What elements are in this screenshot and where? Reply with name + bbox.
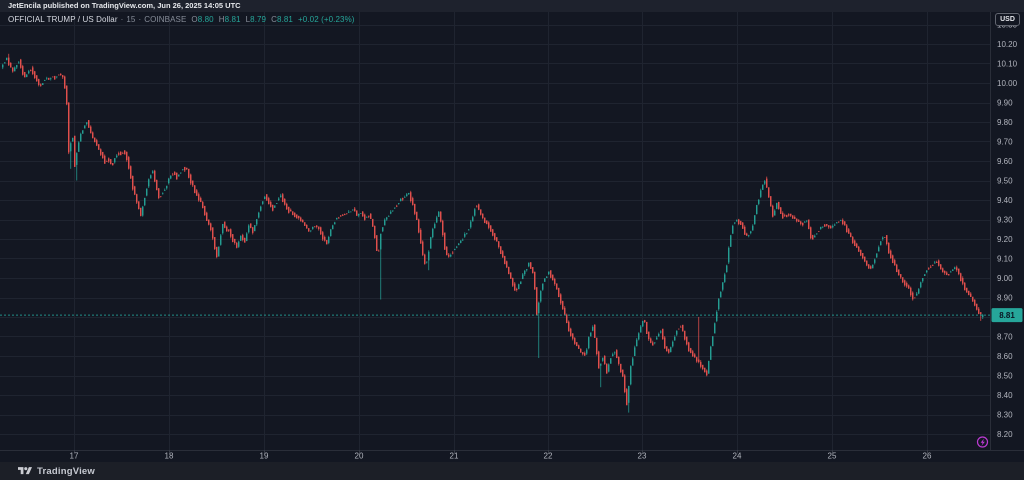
svg-text:9.40: 9.40 <box>997 196 1013 205</box>
gridlines <box>0 12 990 450</box>
svg-text:9.30: 9.30 <box>997 215 1013 224</box>
svg-text:8.90: 8.90 <box>997 293 1013 302</box>
svg-text:9.60: 9.60 <box>997 157 1013 166</box>
bottom-bar: TradingView <box>0 462 1024 480</box>
svg-text:18: 18 <box>165 452 174 461</box>
svg-text:8.20: 8.20 <box>997 430 1013 439</box>
svg-text:19: 19 <box>260 452 269 461</box>
svg-text:8.81: 8.81 <box>999 311 1015 320</box>
svg-text:9.90: 9.90 <box>997 98 1013 107</box>
svg-text:20: 20 <box>355 452 364 461</box>
publish-bar: JetEncila published on TradingView.com, … <box>0 0 1024 12</box>
svg-text:10.10: 10.10 <box>997 59 1018 68</box>
svg-text:10.20: 10.20 <box>997 40 1018 49</box>
price-axis[interactable] <box>991 12 1024 450</box>
svg-text:17: 17 <box>70 452 79 461</box>
svg-text:8.40: 8.40 <box>997 391 1013 400</box>
chart-legend: OFFICIAL TRUMP / US Dollar · 15 · COINBASE O8… <box>8 15 355 24</box>
change-value: +0.02 (+0.23%) <box>298 15 355 24</box>
svg-text:8.60: 8.60 <box>997 352 1013 361</box>
close-letter: C <box>271 15 278 24</box>
exchange-label: COINBASE <box>144 15 187 24</box>
svg-text:25: 25 <box>828 452 837 461</box>
time-axis[interactable] <box>0 451 990 462</box>
svg-text:9.50: 9.50 <box>997 176 1013 185</box>
svg-text:9.10: 9.10 <box>997 254 1013 263</box>
lightning-trade-button[interactable] <box>976 436 989 448</box>
svg-text:26: 26 <box>923 452 932 461</box>
interval-label[interactable]: 15 <box>126 15 136 24</box>
svg-text:23: 23 <box>638 452 647 461</box>
close-value: 8.81 <box>277 15 293 24</box>
open-value: 8.80 <box>197 15 214 24</box>
price-axis-labels: 10.3010.2010.1010.009.909.809.709.609.50… <box>997 20 1018 439</box>
svg-text:10.00: 10.00 <box>997 79 1018 88</box>
high-letter: H <box>218 15 225 24</box>
svg-text:9.00: 9.00 <box>997 274 1013 283</box>
candlesticks <box>2 53 984 413</box>
axis-separators <box>0 12 1024 451</box>
currency-toggle-button[interactable]: USD <box>995 13 1020 26</box>
low-value: 8.79 <box>250 15 267 24</box>
svg-text:9.80: 9.80 <box>997 118 1013 127</box>
time-axis-labels: 17 18 19 20 21 22 23 24 25 26 <box>70 450 932 461</box>
legend-separator: · <box>138 15 142 24</box>
publish-text: JetEncila published on TradingView.com, … <box>8 1 241 10</box>
tradingview-logo-icon[interactable] <box>18 465 32 477</box>
tradingview-brand-text[interactable]: TradingView <box>37 465 95 477</box>
last-price-badge <box>991 308 1023 323</box>
legend-separator: · <box>120 15 124 24</box>
svg-text:8.70: 8.70 <box>997 332 1013 341</box>
last-price-line: 8.81 <box>0 308 1023 323</box>
svg-text:8.50: 8.50 <box>997 371 1013 380</box>
symbol-title[interactable]: OFFICIAL TRUMP / US Dollar <box>8 15 118 24</box>
svg-text:21: 21 <box>450 452 459 461</box>
svg-text:24: 24 <box>733 452 742 461</box>
open-letter: O <box>191 15 198 24</box>
high-value: 8.81 <box>224 15 241 24</box>
svg-text:8.30: 8.30 <box>997 410 1013 419</box>
low-letter: L <box>245 15 251 24</box>
svg-text:9.70: 9.70 <box>997 137 1013 146</box>
svg-text:22: 22 <box>544 452 553 461</box>
svg-text:9.20: 9.20 <box>997 235 1013 244</box>
